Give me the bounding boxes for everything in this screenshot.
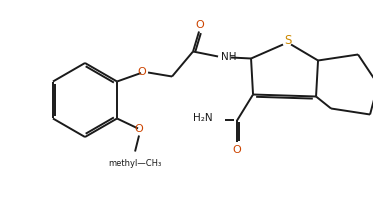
Text: NH: NH [221, 53, 236, 62]
Text: O: O [196, 20, 204, 29]
Text: S: S [284, 34, 292, 47]
Text: methyl—CH₃: methyl—CH₃ [109, 160, 162, 168]
Text: O: O [135, 124, 143, 135]
Text: O: O [138, 67, 147, 78]
Text: O: O [233, 145, 241, 156]
Text: H₂N: H₂N [194, 114, 213, 123]
